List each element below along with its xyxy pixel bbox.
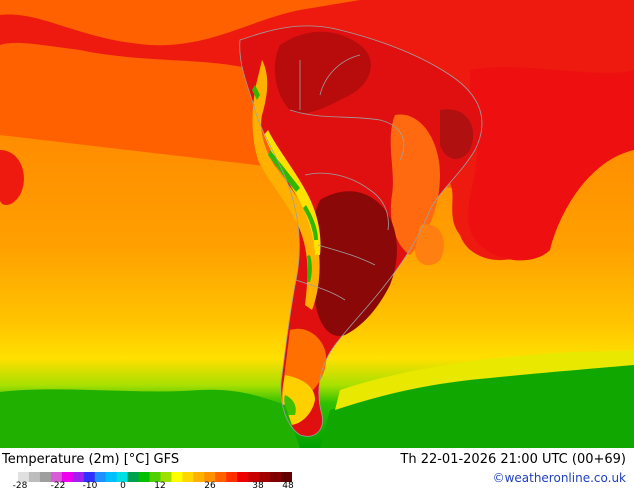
africa-coast-hot: [585, 0, 634, 70]
west-pacific-warm-patch: [0, 150, 24, 205]
legend-swatch: [116, 472, 129, 482]
legend-tick-label: 0: [120, 481, 126, 491]
legend-swatch: [160, 472, 172, 482]
legend-tick-label: 48: [282, 481, 294, 491]
temperature-map: [0, 0, 634, 448]
southern-ocean-green: [0, 389, 300, 448]
legend-swatch: [61, 472, 74, 482]
patagonia-green: [284, 395, 296, 415]
southern-ocean-yellow-east: [335, 350, 634, 410]
legend-swatch: [138, 472, 151, 482]
northeast-brazil-very-hot: [440, 109, 474, 160]
map-footer: Temperature (2m) [°C] GFS Th 22-01-2026 …: [0, 448, 634, 491]
legend-tick-label: 38: [252, 481, 264, 491]
legend-swatch: [248, 472, 260, 482]
legend-swatch: [226, 472, 238, 482]
legend-tick-label: -22: [50, 481, 66, 491]
legend-swatch: [182, 472, 194, 482]
legend-swatch: [204, 472, 216, 482]
chaco-extreme-heat: [310, 191, 397, 336]
central-brazil-warm: [390, 114, 440, 255]
legend-color-scale: [18, 472, 292, 482]
valid-time-label: Th 22-01-2026 21:00 UTC (00+69): [400, 452, 626, 467]
legend-swatch: [259, 472, 271, 482]
legend-swatch: [171, 472, 183, 482]
legend-swatch: [215, 472, 227, 482]
legend-swatch: [281, 472, 292, 482]
legend-tick-label: 26: [204, 481, 216, 491]
legend-swatch: [18, 472, 30, 482]
country-borders: [239, 25, 483, 437]
legend-swatch: [149, 472, 161, 482]
legend-swatch: [94, 472, 107, 482]
andes-green-spots: [252, 85, 318, 282]
legend-swatch: [270, 472, 282, 482]
legend-swatch: [237, 472, 249, 482]
legend-swatch: [193, 472, 205, 482]
legend-swatch: [72, 472, 85, 482]
legend-tick-label: -28: [12, 481, 28, 491]
atlantic-hot-area: [467, 67, 634, 261]
legend-swatch: [105, 472, 118, 482]
andes-cool-strip: [252, 60, 320, 310]
legend-swatch: [50, 472, 63, 482]
credit-link[interactable]: ©weatheronline.co.uk: [492, 471, 626, 485]
legend-tick-label: 12: [154, 481, 166, 491]
southern-ocean-green-east: [320, 362, 634, 448]
legend-tick-label: -10: [82, 481, 98, 491]
amazon-very-hot: [274, 31, 371, 114]
legend-swatch: [39, 472, 52, 482]
map-title: Temperature (2m) [°C] GFS: [2, 452, 180, 467]
legend-swatch: [83, 472, 96, 482]
legend-swatch: [28, 472, 41, 482]
southeast-coast-warm: [415, 224, 444, 266]
legend-swatch: [127, 472, 140, 482]
